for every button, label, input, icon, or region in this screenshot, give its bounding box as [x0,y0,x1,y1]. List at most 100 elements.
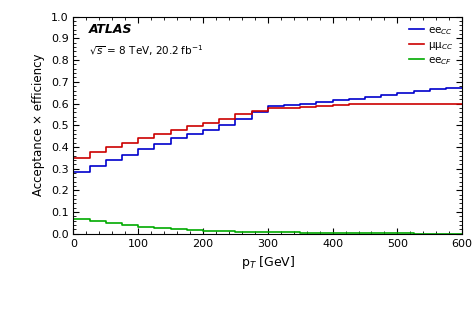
ee$_{CF}$ [168,227,173,231]
ee$_{CF}$ [184,228,190,232]
X-axis label: p$_{T}$ [GeV]: p$_{T}$ [GeV] [241,254,295,271]
μμ$_{CC}$ [313,105,319,109]
ee$_{CF}$ [152,225,157,229]
ee$_{CC}$ [168,136,173,140]
ee$_{CF}$ [330,231,336,235]
ee$_{CC}$ [265,104,271,108]
μμ$_{CC}$ [362,102,368,106]
ee$_{CF}$ [410,231,416,235]
ee$_{CF}$ [297,230,303,234]
μμ$_{CC}$ [103,145,109,149]
μμ$_{CC}$ [410,102,416,106]
ee$_{CC}$ [136,147,141,151]
ee$_{CC}$ [459,86,465,90]
ee$_{CF}$ [281,230,287,234]
Y-axis label: Acceptance × efficiency: Acceptance × efficiency [32,54,46,196]
μμ$_{CC}$ [249,109,255,113]
ee$_{CF}$ [297,231,303,235]
ee$_{CC}$ [346,97,352,101]
μμ$_{CC}$ [136,141,141,145]
μμ$_{CC}$ [297,106,303,110]
μμ$_{CC}$ [184,128,190,132]
ee$_{CC}$ [378,93,384,97]
μμ$_{CC}$ [200,121,206,125]
μμ$_{CC}$ [87,150,92,154]
ee$_{CC}$ [216,123,222,127]
μμ$_{CC}$ [427,102,433,106]
ee$_{CF}$ [152,226,157,230]
μμ$_{CC}$ [443,102,449,106]
μμ$_{CC}$ [103,150,109,154]
ee$_{CC}$ [119,153,125,157]
ee$_{CF}$ [136,223,141,227]
ee$_{CF}$ [346,231,352,235]
μμ$_{CC}$ [265,106,271,110]
Legend: ee$_{CC}$, μμ$_{CC}$, ee$_{CF}$: ee$_{CC}$, μμ$_{CC}$, ee$_{CF}$ [405,22,457,70]
ee$_{CC}$ [152,142,157,146]
ee$_{CC}$ [281,103,287,107]
μμ$_{CC}$ [281,106,287,110]
ee$_{CC}$ [330,98,336,102]
ee$_{CC}$ [297,103,303,107]
ee$_{CC}$ [443,88,449,92]
ee$_{CC}$ [394,91,400,95]
ee$_{CF}$ [330,231,336,235]
ee$_{CF}$ [443,231,449,235]
μμ$_{CC}$ [427,102,433,106]
μμ$_{CC}$ [184,124,190,128]
μμ$_{CC}$ [378,102,384,106]
μμ$_{CC}$ [216,121,222,125]
ee$_{CF}$ [103,219,109,223]
ee$_{CC}$ [281,104,287,108]
ee$_{CF}$ [87,217,92,221]
μμ$_{CC}$ [410,102,416,106]
ee$_{CF}$ [362,231,368,235]
ee$_{CF}$ [265,230,271,234]
ee$_{CC}$ [103,158,109,162]
μμ$_{CC}$ [200,124,206,128]
ee$_{CC}$ [410,91,416,95]
μμ$_{CC}$ [378,102,384,106]
ee$_{CC}$ [362,95,368,99]
ee$_{CF}$ [233,229,238,233]
μμ$_{CC}$ [152,132,157,136]
ee$_{CC}$ [427,89,433,93]
ee$_{CF}$ [249,230,255,234]
μμ$_{CC}$ [330,103,336,107]
ee$_{CC}$ [443,86,449,90]
ee$_{CC}$ [119,158,125,162]
ee$_{CC}$ [233,117,238,121]
Text: ATLAS: ATLAS [89,23,133,36]
μμ$_{CC}$ [136,136,141,140]
ee$_{CC}$ [265,110,271,114]
ee$_{CF}$ [394,231,400,235]
ee$_{CC}$ [313,101,319,105]
μμ$_{CC}$ [71,156,76,160]
ee$_{CF}$ [410,231,416,235]
ee$_{CC}$ [184,136,190,140]
μμ$_{CC}$ [313,104,319,108]
ee$_{CC}$ [297,102,303,106]
ee$_{CF}$ [281,230,287,234]
ee$_{CF}$ [119,221,125,225]
μμ$_{CC}$ [249,112,255,116]
μμ$_{CC}$ [168,128,173,132]
ee$_{CF}$ [200,228,206,232]
ee$_{CF}$ [184,227,190,231]
Line: ee$_{CC}$: ee$_{CC}$ [73,88,462,172]
μμ$_{CC}$ [346,103,352,107]
ee$_{CC}$ [152,147,157,151]
ee$_{CC}$ [233,123,238,127]
ee$_{CF}$ [378,231,384,235]
ee$_{CC}$ [249,117,255,121]
ee$_{CF}$ [378,231,384,235]
ee$_{CC}$ [346,98,352,102]
Line: μμ$_{CC}$: μμ$_{CC}$ [73,104,462,158]
ee$_{CC}$ [200,128,206,132]
ee$_{CF}$ [216,229,222,233]
ee$_{CF}$ [459,231,465,235]
ee$_{CF}$ [427,231,433,235]
μμ$_{CC}$ [87,156,92,160]
ee$_{CC}$ [394,93,400,97]
ee$_{CF}$ [200,228,206,232]
